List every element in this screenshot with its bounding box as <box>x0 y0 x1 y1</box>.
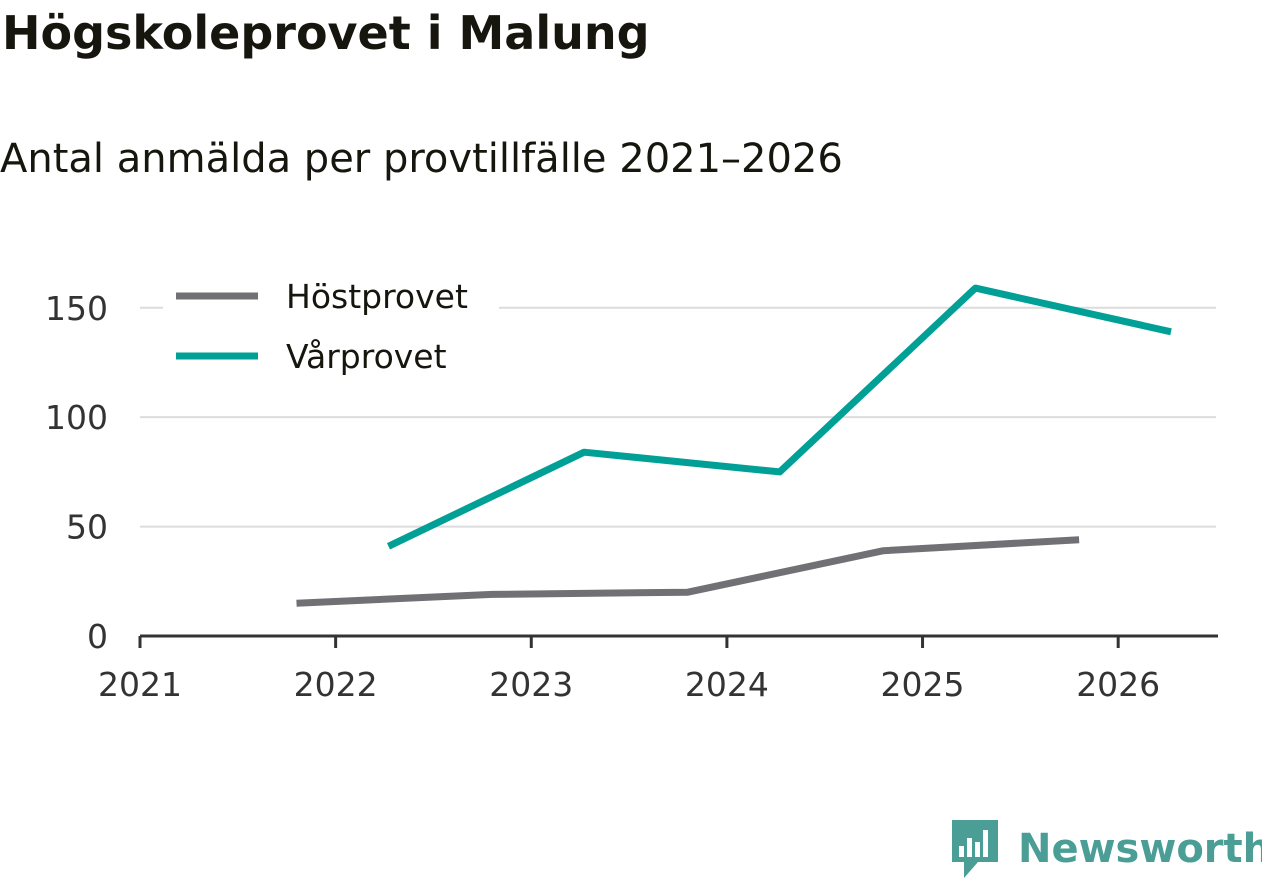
series-lines <box>296 284 1172 607</box>
series-line-varprovet <box>386 284 1172 550</box>
y-tick-label: 50 <box>66 508 108 547</box>
x-tick-label: 2022 <box>294 665 378 704</box>
x-tick-label: 2026 <box>1076 665 1160 704</box>
y-tick-label: 0 <box>87 617 108 656</box>
newsworthy-brand: Newsworthy <box>950 818 1262 880</box>
line-chart: 0 50 100 150 2021 2022 2023 2024 2025 2026 Höstpr… <box>45 272 1218 704</box>
x-tick-label: 2023 <box>489 665 573 704</box>
y-tick-label: 150 <box>45 289 108 328</box>
series-line-hostprovet <box>296 536 1080 607</box>
legend-label: Vårprovet <box>286 337 447 376</box>
brand-name: Newsworthy <box>1018 826 1262 872</box>
newsworthy-logo-icon <box>952 820 998 878</box>
chart-title: Högskoleprovet i Malung <box>2 6 650 60</box>
x-tick-label: 2025 <box>881 665 965 704</box>
x-tick-label: 2024 <box>685 665 769 704</box>
y-tick-label: 100 <box>45 398 108 437</box>
legend: Höstprovet Vårprovet <box>163 272 499 384</box>
legend-label: Höstprovet <box>286 277 468 316</box>
chart-subtitle: Antal anmälda per provtillfälle 2021–202… <box>0 136 843 182</box>
legend-background <box>163 272 499 384</box>
x-tick-label: 2021 <box>98 665 182 704</box>
axes: 0 50 100 150 2021 2022 2023 2024 2025 2026 <box>45 289 1218 704</box>
